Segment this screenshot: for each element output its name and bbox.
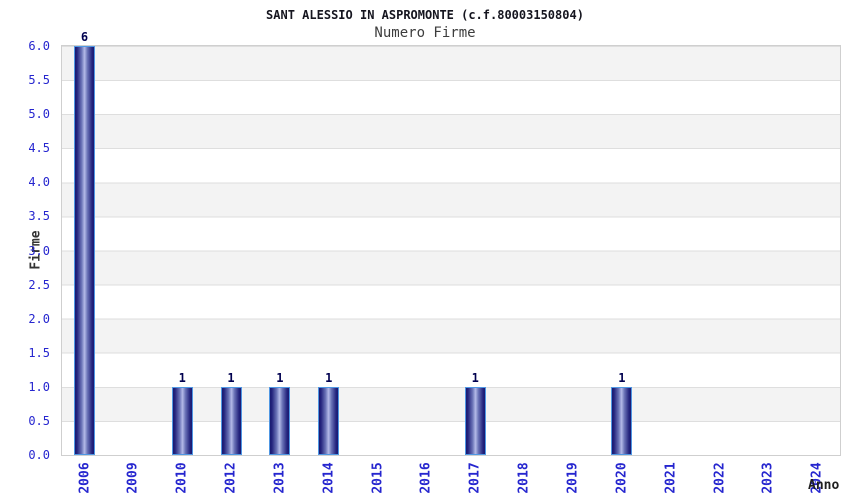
y-axis-tick-labels: 6.0 5.5 5.0 4.5 4.0 3.5 3.0 2.5 2.0 1.5 1.0 0.5 0.0 bbox=[0, 0, 50, 500]
x-tick-label-2017: 2017 bbox=[467, 462, 483, 494]
bar-2013 bbox=[269, 386, 291, 455]
y-tick-label: 3.0 bbox=[28, 243, 50, 258]
x-tick-label-2006: 2006 bbox=[77, 462, 92, 494]
bar-value-label: 1 bbox=[325, 370, 333, 385]
bar-value-label: 1 bbox=[276, 370, 284, 385]
x-tick-label-2015: 2015 bbox=[370, 462, 386, 494]
x-tick-label-2022: 2022 bbox=[712, 462, 728, 494]
chart-subtitle: Numero Firme bbox=[374, 25, 476, 41]
x-axis-label: Anno bbox=[808, 478, 840, 493]
x-tick-label-2013: 2013 bbox=[272, 462, 288, 494]
x-tick-label-2009: 2009 bbox=[125, 462, 141, 494]
bar-2012 bbox=[220, 386, 242, 455]
y-tick-label: 6.0 bbox=[28, 39, 50, 53]
bar-2006 bbox=[74, 46, 95, 455]
x-tick-label-2021: 2021 bbox=[663, 462, 679, 494]
chart-title: SANT ALESSIO IN ASPROMONTE (c.f.80003150… bbox=[266, 8, 584, 22]
bar-2014 bbox=[318, 386, 340, 455]
y-tick-label: 0.5 bbox=[28, 413, 50, 428]
plot-area: 6 1 1 1 1 1 1 bbox=[61, 30, 841, 456]
bar-value-label: 1 bbox=[471, 370, 479, 385]
bar-2017 bbox=[464, 386, 486, 455]
bar-2010 bbox=[171, 386, 193, 455]
bar-value-label: 1 bbox=[227, 370, 235, 385]
y-tick-label: 5.5 bbox=[28, 73, 50, 88]
x-tick-label-2020: 2020 bbox=[614, 462, 630, 494]
x-tick-label-2014: 2014 bbox=[321, 462, 337, 494]
y-tick-label: 2.0 bbox=[28, 311, 50, 326]
bar-value-label: 6 bbox=[80, 30, 89, 44]
bar-value-label: 1 bbox=[178, 370, 186, 385]
y-tick-label: 4.0 bbox=[28, 175, 50, 190]
y-tick-label: 1.5 bbox=[28, 345, 50, 360]
bar-value-label: 1 bbox=[618, 370, 626, 385]
x-tick-label-2018: 2018 bbox=[516, 462, 532, 494]
x-tick-label-2010: 2010 bbox=[174, 462, 190, 494]
x-tick-label-2012: 2012 bbox=[223, 462, 239, 494]
y-tick-label: 2.5 bbox=[28, 277, 50, 292]
y-tick-label: 4.5 bbox=[28, 141, 50, 156]
x-tick-label-2016: 2016 bbox=[418, 462, 434, 494]
x-tick-label-2023: 2023 bbox=[760, 462, 776, 494]
y-tick-label: 1.0 bbox=[28, 379, 50, 394]
y-tick-label: 0.0 bbox=[28, 448, 50, 462]
y-tick-label: 3.5 bbox=[28, 209, 50, 224]
x-tick-label-2019: 2019 bbox=[565, 462, 581, 494]
y-tick-label: 5.0 bbox=[28, 107, 50, 122]
bar-2020 bbox=[611, 386, 633, 455]
